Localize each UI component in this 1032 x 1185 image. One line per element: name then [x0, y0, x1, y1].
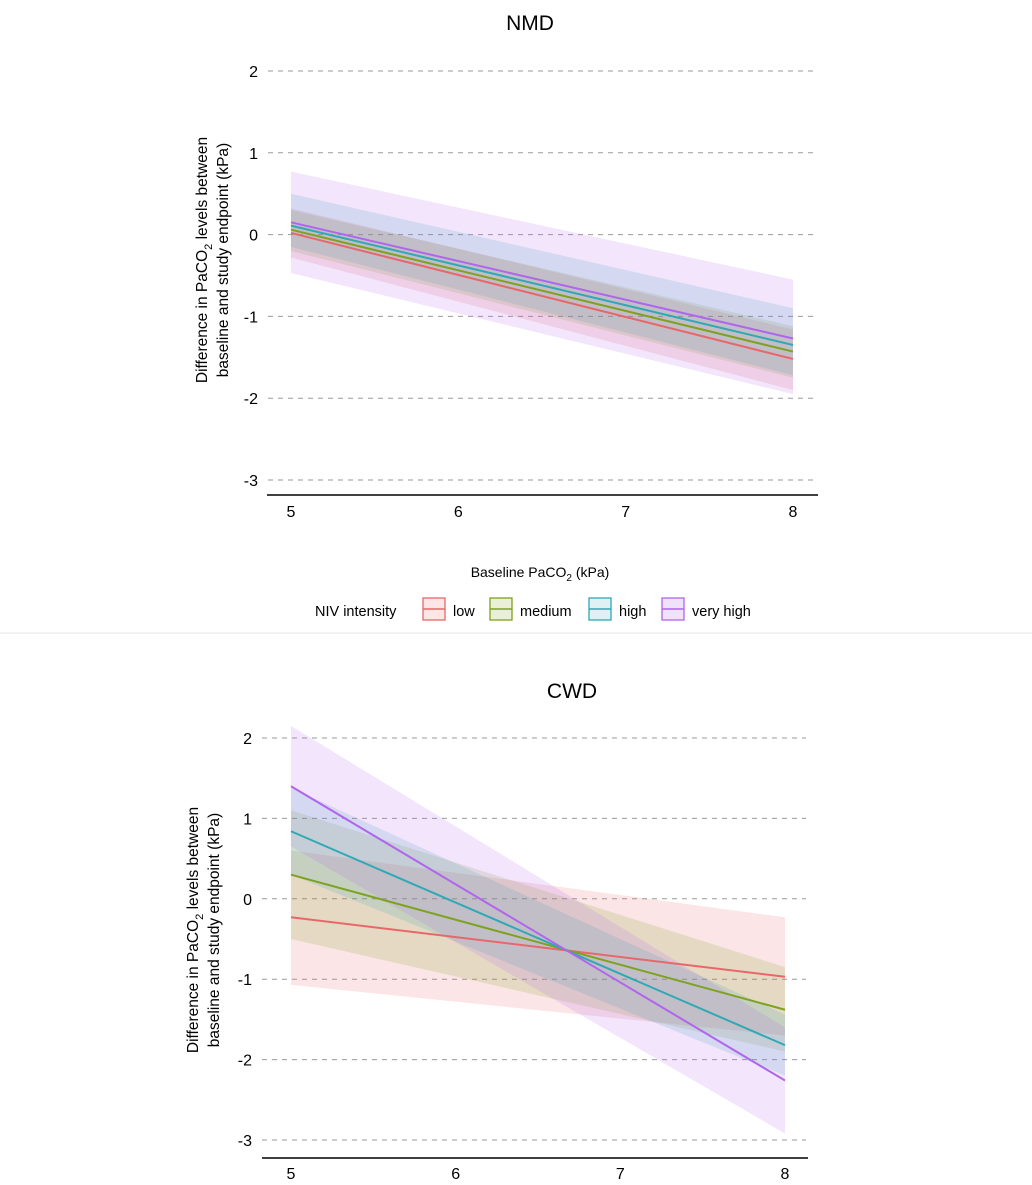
nmd-y-axis-label-line2: baseline and study endpoint (kPa) [215, 143, 232, 377]
cwd-regression-lines [290, 785, 786, 1082]
nmd-y-tick-labels: 2 1 0 -1 -2 -3 [244, 64, 258, 490]
cwd-x-tick-label: 6 [451, 1166, 460, 1183]
cwd-x-tick-label: 5 [287, 1166, 296, 1183]
nmd-x-axis-label: Baseline PaCO2 (kPa) [471, 564, 610, 584]
cwd-y-tick-label: -1 [238, 972, 252, 989]
legend-title: NIV intensity [315, 604, 397, 620]
cwd-line-medium [290, 873, 786, 1011]
legend-label-high: high [619, 604, 646, 620]
nmd-regression-lines [290, 221, 794, 360]
cwd-line-very-high [290, 785, 786, 1082]
nmd-band-very-high [291, 171, 793, 395]
nmd-line-very-high [290, 221, 794, 340]
nmd-line-low [290, 231, 794, 360]
legend-label-very-high: very high [692, 604, 751, 620]
legend-item-very-high: very high [661, 597, 751, 621]
nmd-y-tick-label: -3 [244, 473, 258, 490]
cwd-x-tick-label: 8 [781, 1166, 790, 1183]
cwd-y-axis-label-line1: Difference in PaCO2 levels between [185, 807, 206, 1053]
cwd-band-very-high [291, 725, 785, 1134]
legend-item-low: low [422, 597, 475, 621]
cwd-y-tick-label: 1 [243, 811, 252, 828]
nmd-x-tick-label: 7 [621, 504, 630, 521]
nmd-gridlines [268, 70, 814, 481]
nmd-y-axis-label-line1: Difference in PaCO2 levels between [194, 137, 215, 383]
cwd-x-tick-labels: 5 6 7 8 [287, 1166, 790, 1183]
cwd-y-tick-labels: 2 1 0 -1 -2 -3 [238, 731, 252, 1150]
nmd-band-low [291, 208, 793, 391]
nmd-chart-title: NMD [506, 12, 554, 35]
nmd-line-medium [290, 228, 794, 353]
nmd-x-tick-label: 8 [789, 504, 798, 521]
nmd-x-tick-label: 6 [454, 504, 463, 521]
nmd-x-tick-label: 5 [287, 504, 296, 521]
nmd-confidence-bands [291, 171, 793, 395]
nmd-line-high [290, 224, 794, 347]
cwd-y-tick-label: -2 [238, 1053, 252, 1070]
cwd-y-tick-label: 0 [243, 892, 252, 909]
legend: NIV intensity low medium high very high [315, 597, 751, 621]
cwd-y-tick-label: 2 [243, 731, 252, 748]
nmd-y-tick-label: -1 [244, 309, 258, 326]
nmd-y-tick-label: 0 [249, 228, 258, 245]
cwd-line-high [290, 830, 786, 1047]
nmd-y-tick-label: 1 [249, 146, 258, 163]
legend-item-medium: medium [489, 597, 572, 621]
legend-label-low: low [453, 604, 475, 620]
cwd-y-axis-label-line2: baseline and study endpoint (kPa) [206, 813, 223, 1047]
legend-item-high: high [588, 597, 646, 621]
cwd-chart-title: CWD [547, 680, 597, 703]
nmd-y-tick-label: 2 [249, 64, 258, 81]
cwd-line-low [290, 916, 786, 978]
cwd-confidence-bands [291, 725, 785, 1134]
nmd-x-tick-labels: 5 6 7 8 [287, 504, 798, 521]
cwd-y-tick-label: -3 [238, 1133, 252, 1150]
legend-label-medium: medium [520, 604, 572, 620]
nmd-panel: NMD 2 1 0 -1 -2 -3 5 6 7 8 Difference in PaCO2 l… [194, 12, 818, 621]
nmd-y-tick-label: -2 [244, 391, 258, 408]
cwd-x-tick-label: 7 [616, 1166, 625, 1183]
cwd-gridlines [262, 737, 806, 1141]
cwd-panel: CWD 2 1 0 -1 -2 -3 5 6 7 8 Difference in PaCO2 l… [185, 680, 808, 1183]
